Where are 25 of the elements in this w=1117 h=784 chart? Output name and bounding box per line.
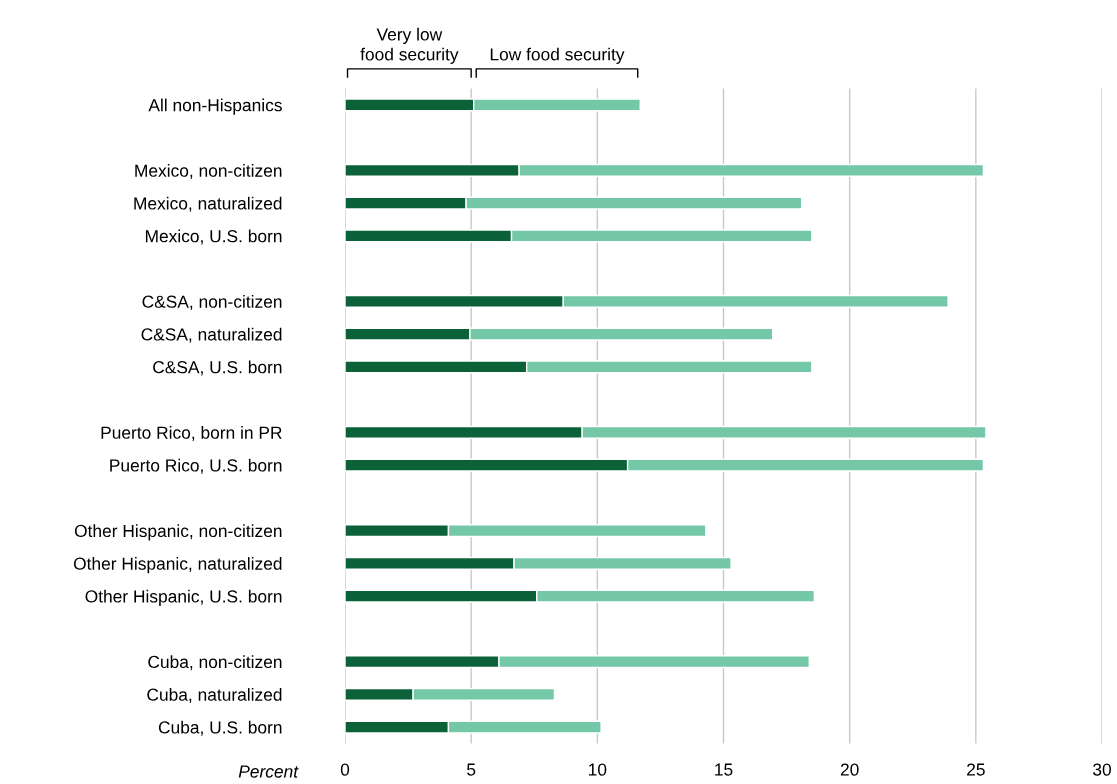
y-tick-label: C&SA, non-citizen [142, 295, 282, 310]
x-tick-label: 0 [340, 763, 350, 776]
y-tick-label: Other Hispanic, U.S. born [85, 589, 282, 607]
y-tick-label: Puerto Rico, born in PR [101, 426, 282, 441]
x-tick-label: 15 [715, 763, 733, 776]
y-tick-label: Puerto Rico, U.S. born [110, 458, 282, 474]
x-axis-title: Percent [238, 765, 299, 778]
x-tick-label: 10 [589, 763, 607, 776]
x-tick-label: 5 [467, 763, 476, 776]
y-tick-label: Cuba, naturalized [147, 688, 282, 703]
y-tick-label: Cuba, U.S. born [158, 720, 282, 736]
y-tick-label: C&SA, U.S. born [153, 360, 282, 376]
y-tick-label: Mexico, U.S. born [145, 229, 282, 245]
text: Low food security [490, 47, 625, 64]
y-tick-label: All non-Hispanics [148, 98, 282, 115]
y-tick-label: C&SA, naturalized [141, 327, 282, 343]
x-tick-label: 30 [1093, 763, 1111, 776]
x-tick-label: 25 [967, 763, 985, 776]
text: Very low food security [360, 27, 459, 64]
y-tick-label: Other Hispanic, non-citizen [74, 524, 282, 541]
y-tick-label: Mexico, non-citizen [135, 164, 282, 179]
y-tick-label: Cuba, non-citizen [148, 655, 282, 671]
y-tick-label: Other Hispanic, naturalized [73, 557, 282, 574]
y-tick-label: Mexico, naturalized [134, 196, 282, 212]
x-tick-label: 20 [840, 763, 859, 776]
